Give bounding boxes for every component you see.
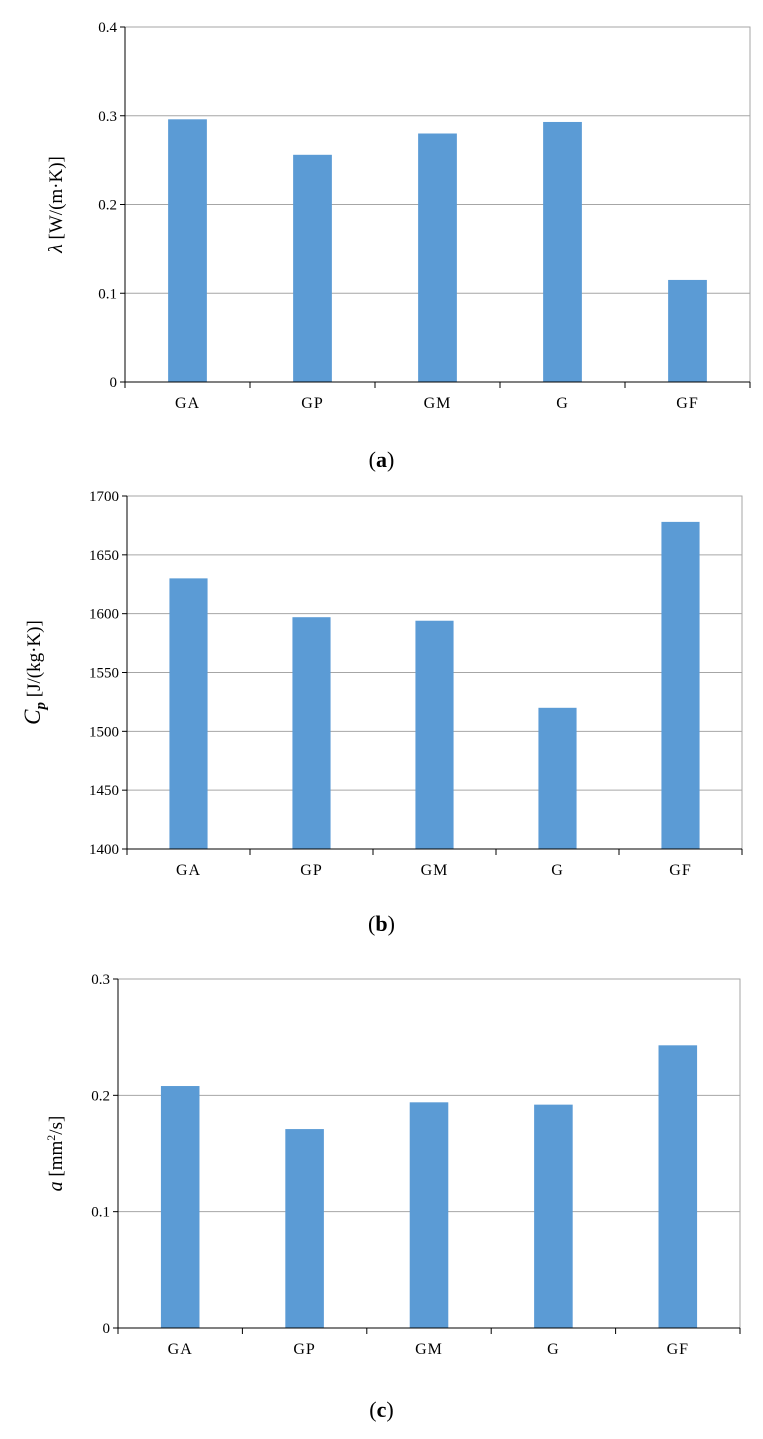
chart-b-bar-gm	[415, 620, 454, 849]
chart-b-category-label: GP	[300, 862, 322, 879]
chart-a-y-tick-label: 0	[110, 375, 118, 391]
chart-b-y-tick-label: 1600	[89, 607, 119, 623]
chart-a-bar-g	[543, 121, 582, 383]
chart-c-y-axis-label: a [mm2/s]	[44, 1116, 67, 1192]
chart-b-category-label: GA	[176, 862, 201, 879]
chart-b-y-tick-label: 1700	[89, 489, 119, 505]
chart-a-svg: 0 0.1 0.2 0.3 0.4 GA GP GM G GF λ [W/(m·K)]	[45, 20, 751, 412]
chart-c-category-label: G	[547, 1341, 560, 1358]
chart-a-bar-gp	[293, 154, 332, 382]
chart-panel-c: 0 0.1 0.2 0.3 GA GP GM G GF a [mm2/s] (c)	[0, 950, 763, 1439]
chart-a-y-axis-label: λ [W/(m·K)]	[45, 156, 67, 254]
chart-c-bar-gp	[285, 1129, 324, 1328]
chart-a-y-tick-label: 0.2	[98, 198, 117, 214]
chart-c-y-tick-label: 0.1	[91, 1205, 110, 1221]
chart-b-y-tick-label: 1550	[89, 666, 119, 682]
chart-c-category-label: GA	[168, 1341, 193, 1358]
chart-a-category-label: GA	[175, 395, 200, 412]
chart-a-y-tick-label: 0.4	[98, 20, 117, 36]
chart-c-category-label: GP	[293, 1341, 315, 1358]
chart-b-y-tick-label: 1650	[89, 548, 119, 564]
chart-panel-a: 0 0.1 0.2 0.3 0.4 GA GP GM G GF λ [W/(m·K)] (a)	[0, 0, 763, 480]
chart-panel-b: 1400 1450 1500 1550 1600 1650 1700 GA GP GM G GF Cp …	[0, 480, 763, 950]
chart-a-y-tick-label: 0.1	[98, 286, 117, 302]
chart-c-y-tick-label: 0	[103, 1321, 111, 1337]
chart-c-category-label: GF	[667, 1341, 689, 1358]
panel-label-a: (a)	[368, 447, 395, 472]
chart-c-bar-gf	[658, 1045, 698, 1328]
chart-c-svg: 0 0.1 0.2 0.3 GA GP GM G GF a [mm2/s]	[44, 972, 741, 1358]
chart-a-category-label: GP	[301, 395, 323, 412]
chart-c-bar-g	[534, 1104, 573, 1328]
chart-b-category-label: G	[551, 862, 564, 879]
chart-b-svg: 1400 1450 1500 1550 1600 1650 1700 GA GP GM G GF Cp …	[20, 489, 743, 879]
chart-a-bar-gm	[418, 133, 457, 382]
chart-b-category-label: GF	[669, 862, 691, 879]
panel-label-c: (c)	[369, 1397, 394, 1422]
chart-c-category-label: GM	[415, 1341, 443, 1358]
chart-a-category-label: GM	[424, 395, 452, 412]
chart-c-y-tick-label: 0.2	[91, 1088, 110, 1104]
chart-c-bar-gm	[409, 1102, 449, 1328]
chart-b-y-tick-label: 1500	[89, 724, 119, 740]
chart-b-bar-ga	[169, 578, 208, 849]
chart-a-category-label: GF	[676, 395, 698, 412]
chart-a-bar-gf	[668, 279, 707, 382]
chart-b-y-axis-label: Cp [J/(kg·K)]	[20, 620, 49, 725]
chart-b-bar-g	[538, 707, 577, 849]
chart-a-category-label: G	[556, 395, 569, 412]
panel-label-b: (b)	[368, 911, 395, 936]
chart-b-bar-gp	[292, 617, 331, 849]
chart-c-bar-ga	[160, 1086, 200, 1328]
chart-b-y-tick-label: 1400	[89, 842, 119, 858]
chart-a-y-tick-label: 0.3	[98, 109, 117, 125]
chart-a-bar-ga	[168, 119, 207, 383]
chart-b-y-tick-label: 1450	[89, 783, 119, 799]
chart-b-category-label: GM	[421, 862, 449, 879]
chart-b-bar-gf	[661, 521, 700, 849]
chart-c-y-tick-label: 0.3	[91, 972, 110, 988]
